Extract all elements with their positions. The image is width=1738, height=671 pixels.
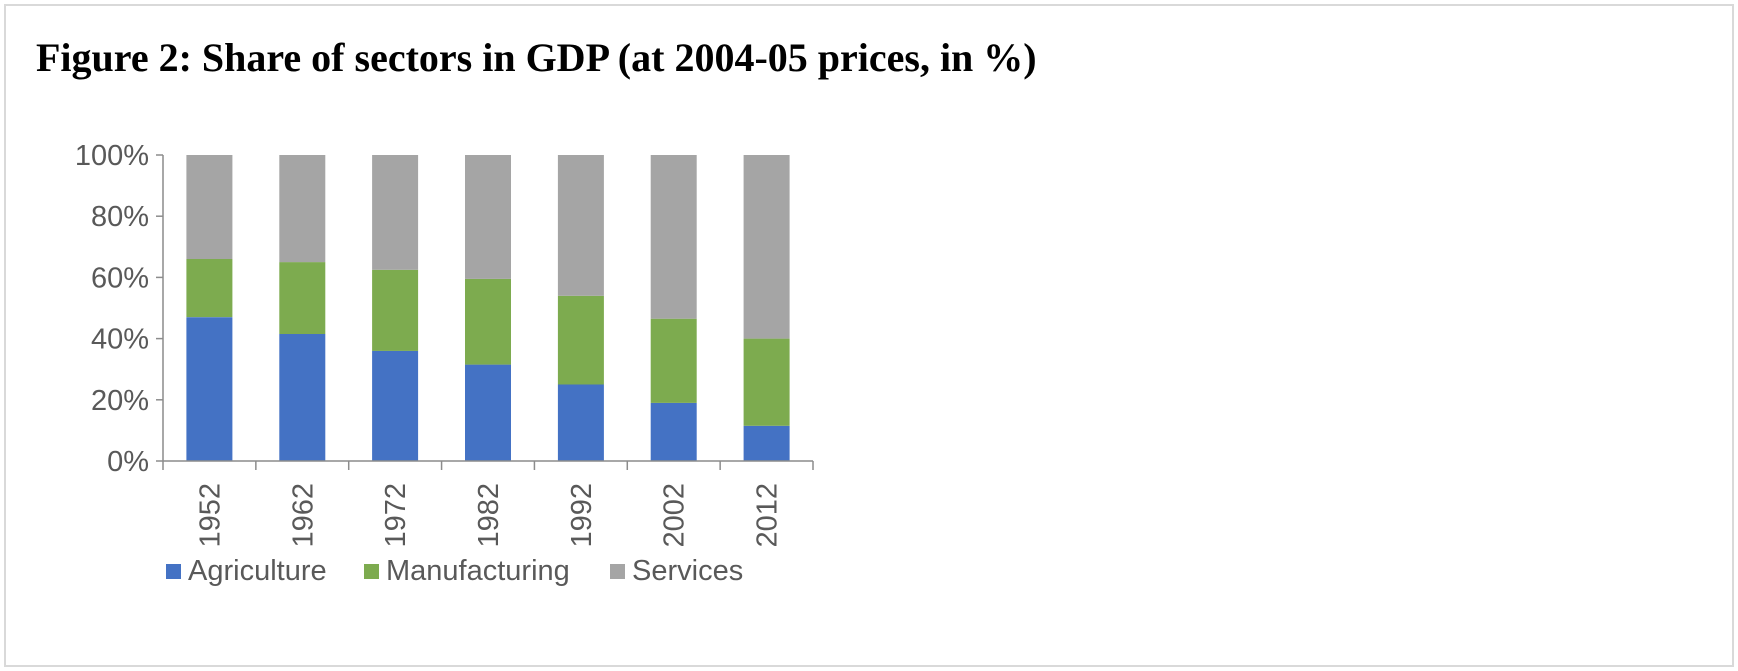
bar-services-1982 [465,155,511,279]
bar-agriculture-1952 [186,317,233,461]
y-tick-label: 60% [91,262,149,294]
bar-manufacturing-2012 [743,338,790,426]
x-tick-label: 1992 [566,483,598,548]
legend-swatch-services [610,564,625,579]
x-tick-label: 1982 [473,483,505,548]
bar-manufacturing-1952 [186,259,233,318]
bar-manufacturing-1962 [279,262,326,334]
x-tick-label: 1952 [194,483,226,548]
bar-agriculture-2002 [650,402,697,461]
bar-services-1952 [186,155,233,259]
legend-label-services: Services [632,555,743,587]
y-tick-label: 80% [91,201,149,233]
axes-group: 0% 20% 40% 60% 80% 100% 1952 1962 1972 1982 1992 20… [75,140,814,548]
y-tick-label: 20% [91,385,149,417]
bar-services-1972 [372,155,419,270]
bar-agriculture-2012 [743,425,790,461]
bar-services-1962 [279,155,326,263]
bar-manufacturing-1992 [557,295,604,385]
x-tick-label: 1972 [380,483,412,548]
y-tick-label: 40% [91,324,149,356]
bar-manufacturing-1972 [372,269,419,351]
legend-swatch-agriculture [166,564,181,579]
figure-title: Figure 2: Share of sectors in GDP (at 20… [36,35,1037,80]
bar-agriculture-1962 [279,334,326,461]
legend-label-agriculture: Agriculture [188,555,327,587]
legend-swatch-manufacturing [364,564,379,579]
bar-services-2012 [743,155,790,339]
bars-group [186,155,790,461]
legend: Agriculture Manufacturing Services [166,555,743,587]
bar-manufacturing-2002 [650,318,697,403]
y-tick-label: 0% [107,446,149,478]
bar-services-2002 [650,155,697,319]
bar-agriculture-1982 [465,364,511,461]
y-tick-label: 100% [75,140,149,172]
x-tick-label: 1962 [287,483,319,548]
bar-manufacturing-1982 [465,278,511,365]
bar-agriculture-1972 [372,350,419,461]
legend-label-manufacturing: Manufacturing [386,555,570,587]
x-tick-label: 2002 [659,483,691,548]
bar-services-1992 [557,155,604,296]
bar-agriculture-1992 [557,384,604,461]
x-tick-label: 2012 [752,483,784,548]
